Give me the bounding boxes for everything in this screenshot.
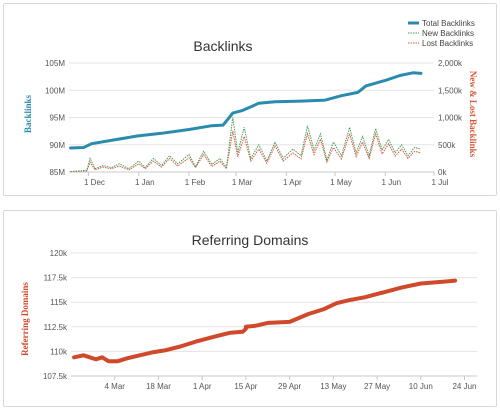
referring-domains-y-tick-label: 115k	[50, 298, 68, 307]
backlinks-x-tick-label: 1 Jun	[382, 178, 402, 187]
referring-domains-series	[72, 278, 458, 364]
referring-domains-x-tick-label: 29 Apr	[278, 382, 301, 391]
backlinks-y-tick-label: 105M	[45, 59, 65, 68]
referring-domains-axes: 107.5k 110k 112.5k 115k 117.5k 120k 4 Mar 18 Ma…	[43, 249, 477, 391]
referring-domains-chart-panel: 107.5k 110k 112.5k 115k 117.5k 120k 4 Mar 18 Ma…	[3, 210, 497, 407]
referring-domains-x-tick-label: 4 Mar	[104, 382, 125, 391]
new-lost-y-tick-label: 2,000k	[438, 59, 463, 68]
legend-new-backlinks-label: New Backlinks	[422, 29, 474, 38]
referring-domains-y-tick-label: 112.5k	[44, 323, 68, 332]
backlinks-series	[69, 71, 423, 173]
referring-domains-x-tick-label: 18 Mar	[146, 382, 171, 391]
backlinks-x-tick-label: 1 May	[330, 178, 352, 187]
new-lost-y-tick-label: 1,500k	[438, 86, 463, 95]
total-backlinks-line	[69, 71, 423, 150]
backlinks-grid	[69, 62, 434, 173]
backlinks-chart: 85M 90M 95M 100M 105M 0k 500k 1,000k 1,500k 2,000…	[23, 19, 478, 187]
new-lost-y-tick-label: 1,000k	[438, 114, 463, 123]
referring-domains-x-tick-label: 15 Apr	[234, 382, 257, 391]
referring-domains-chart: 107.5k 110k 112.5k 115k 117.5k 120k 4 Mar 18 Ma…	[20, 232, 477, 391]
new-backlinks-line	[70, 117, 422, 172]
new-lost-y-tick-label: 500k	[438, 141, 456, 150]
backlinks-y-tick-label: 100M	[45, 86, 65, 95]
backlinks-y-tick-label: 90M	[49, 141, 65, 150]
backlinks-chart-title: Backlinks	[193, 38, 252, 54]
backlinks-y-tick-label: 85M	[49, 168, 65, 177]
backlinks-x-tick-label: 1 Dec	[84, 178, 105, 187]
referring-domains-x-tick-label: 10 Jun	[409, 382, 433, 391]
referring-domains-y-tick-label: 117.5k	[44, 274, 68, 283]
backlinks-axes: 85M 90M 95M 100M 105M 0k 500k 1,000k 1,500k 2,000…	[45, 59, 463, 187]
backlinks-x-tick-label: 1 Feb	[185, 178, 206, 187]
referring-domains-line	[72, 278, 458, 364]
new-lost-y-tick-label: 0k	[438, 168, 447, 177]
referring-domains-x-tick-label: 27 May	[364, 382, 390, 391]
backlinks-y-axis-label: Backlinks	[23, 95, 33, 134]
legend-lost-backlinks-label: Lost Backlinks	[422, 39, 473, 48]
referring-domains-chart-title: Referring Domains	[192, 232, 309, 248]
referring-domains-y-tick-label: 110k	[50, 347, 68, 356]
referring-domains-y-axis-label: Referring Domains	[20, 282, 30, 356]
referring-domains-x-tick-label: 24 Jun	[452, 382, 476, 391]
backlinks-x-tick-label: 1 Jul	[432, 178, 449, 187]
backlinks-x-tick-label: 1 Mar	[232, 178, 253, 187]
backlinks-y-tick-label: 95M	[49, 114, 65, 123]
backlinks-x-tick-label: 1 Apr	[283, 178, 302, 187]
backlinks-x-tick-label: 1 Jan	[135, 178, 155, 187]
referring-domains-x-tick-label: 13 May	[320, 382, 346, 391]
legend-total-backlinks-label: Total Backlinks	[422, 19, 475, 28]
referring-domains-y-tick-label: 107.5k	[43, 372, 68, 381]
new-lost-y-axis-label: New & Lost Backlinks	[468, 71, 478, 158]
referring-domains-x-tick-label: 1 Apr	[193, 382, 212, 391]
referring-domains-y-tick-label: 120k	[50, 249, 68, 258]
backlinks-chart-panel: 85M 90M 95M 100M 105M 0k 500k 1,000k 1,500k 2,000…	[3, 3, 497, 196]
